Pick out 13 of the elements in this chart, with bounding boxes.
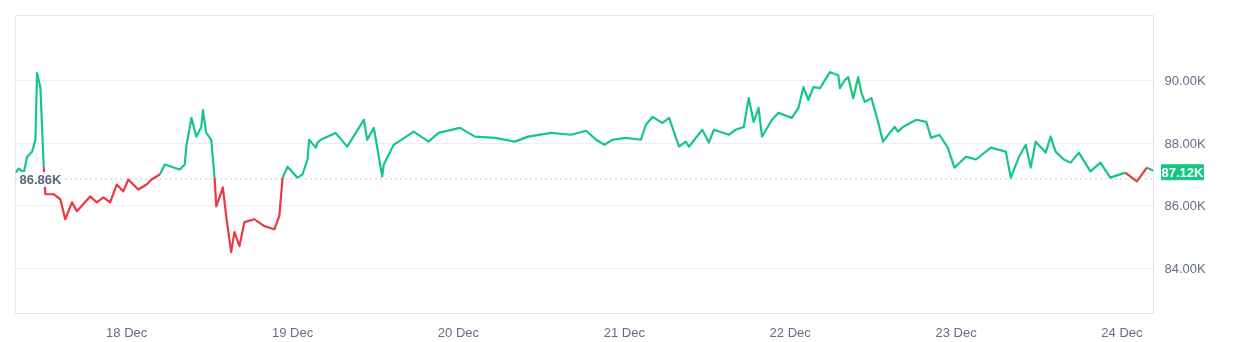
ref-line-label: 86.86K xyxy=(19,171,63,187)
x-tick-label: 19 Dec xyxy=(271,324,314,340)
x-tick-label: 23 Dec xyxy=(935,324,978,340)
y-tick-label: 90.00K xyxy=(1164,73,1207,89)
x-tick-label: 22 Dec xyxy=(769,324,812,340)
annotation: 87.12K xyxy=(1161,164,1205,180)
x-tick-label: 21 Dec xyxy=(603,324,646,340)
y-tick-label: 88.00K xyxy=(1164,135,1207,151)
y-tick-label: 84.00K xyxy=(1164,260,1207,276)
y-tick-label: 86.00K xyxy=(1164,198,1207,214)
x-tick-label: 24 Dec xyxy=(1101,324,1144,340)
x-tick-label: 18 Dec xyxy=(106,324,148,340)
x-tick-label: 20 Dec xyxy=(437,324,480,340)
